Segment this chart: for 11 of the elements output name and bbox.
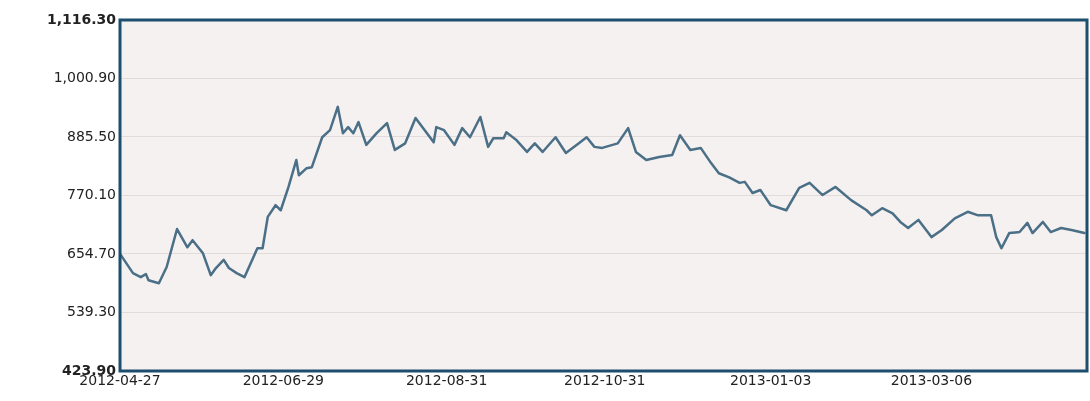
x-tick-label: 2012-08-31 xyxy=(405,372,488,389)
y-tick-label: 539.30 xyxy=(67,303,116,320)
x-tick-label: 2012-06-29 xyxy=(242,372,325,389)
y-tick-label: 885.50 xyxy=(67,127,116,144)
x-tick-label: 2013-03-06 xyxy=(890,372,973,389)
y-tick-label: 1,116.30 xyxy=(46,10,117,27)
x-tick-label: 2012-10-31 xyxy=(564,372,646,389)
x-tick-label: 2013-01-03 xyxy=(730,372,812,389)
y-tick-label: 770.10 xyxy=(67,186,116,203)
y-tick-label: 654.70 xyxy=(67,244,116,261)
y-tick-label: 1,000.90 xyxy=(53,69,116,86)
